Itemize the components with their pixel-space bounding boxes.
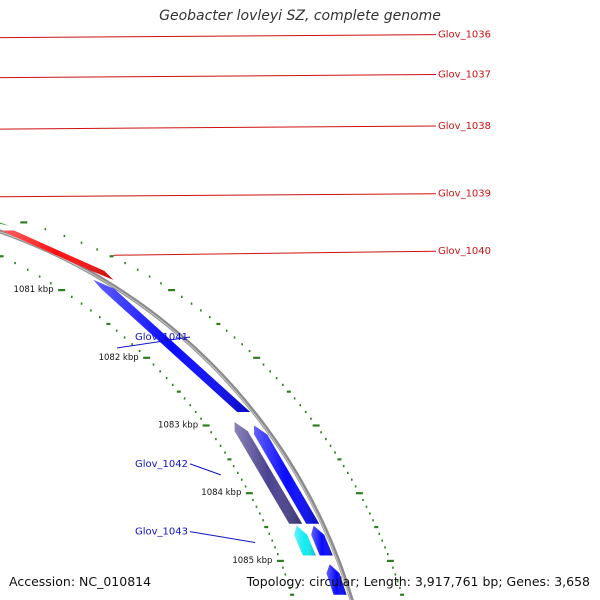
gene-label[interactable]: Glov_1039: [438, 189, 491, 200]
leader-line: [113, 250, 437, 256]
gene-shading: [0, 222, 9, 226]
topology-text: Topology: circular; Length: 3,917,761 bp…: [246, 574, 590, 589]
leader-line: [189, 531, 256, 544]
leader-line: [0, 34, 437, 39]
gene-label[interactable]: Glov_1041: [135, 332, 188, 343]
gene-label[interactable]: Glov_1040: [438, 246, 491, 257]
gene-shading: [0, 230, 114, 280]
gene-label[interactable]: Glov_1038: [438, 121, 491, 132]
gene-layer: [0, 170, 347, 595]
ruler-tick-label: 1085 kbp: [232, 556, 272, 566]
backbone-layer: [0, 229, 354, 600]
gene-green-1039[interactable]: [0, 170, 9, 226]
gene-label[interactable]: Glov_1037: [438, 70, 491, 81]
map-title: Geobacter lovleyi SZ, complete genome: [159, 8, 441, 24]
leader-line: [116, 336, 191, 349]
ruler-tick-label: 1081 kbp: [14, 285, 54, 295]
ruler-tick-label: 1084 kbp: [201, 488, 241, 498]
backbone-highlight: [0, 231, 352, 600]
ruler-tick-label: 1082 kbp: [99, 353, 139, 363]
label-layer: Glov_1036 Glov_1037 Glov_1038 Glov_1039 Glov…: [0, 30, 491, 544]
gene-shading: [254, 425, 320, 524]
leader-line: [189, 463, 221, 476]
gene-label[interactable]: Glov_1042: [135, 459, 188, 470]
gene-label[interactable]: Glov_1036: [438, 30, 491, 41]
gene-shading: [311, 525, 333, 556]
accession-text: Accession: NC_010814: [9, 574, 152, 589]
gene-shading: [93, 279, 251, 412]
gene-shading: [234, 422, 303, 524]
leader-line: [0, 193, 437, 198]
gene-shading: [294, 525, 316, 556]
backbone-line: [0, 229, 354, 600]
leader-line: [0, 74, 437, 79]
gene-shading: [326, 564, 347, 595]
ruler-tick-label: 1083 kbp: [158, 421, 198, 431]
gene-label[interactable]: Glov_1043: [135, 527, 188, 538]
leader-line: [0, 125, 437, 130]
